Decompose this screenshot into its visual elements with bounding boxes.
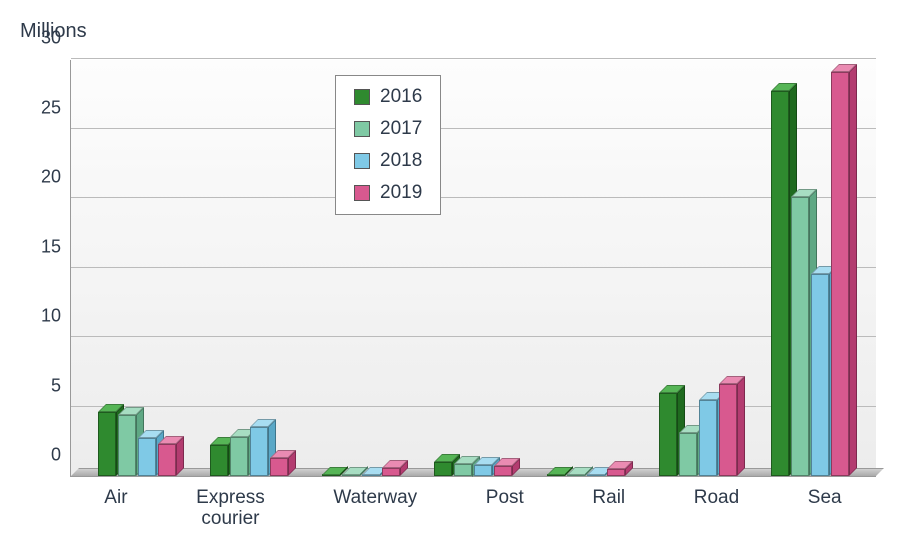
x-tick-label: Air: [104, 482, 127, 537]
bar-group: [659, 384, 737, 476]
bar: [270, 458, 288, 476]
chart: Millions 051015202530 AirExpress courier…: [20, 20, 886, 537]
x-tick-label: Rail: [592, 482, 625, 537]
bar: [434, 462, 452, 476]
bar: [567, 475, 585, 476]
bar: [831, 72, 849, 476]
bar-group: [98, 412, 176, 476]
bar: [811, 274, 829, 476]
legend-label: 2018: [380, 150, 422, 172]
bar: [454, 464, 472, 477]
y-tick-label: 30: [31, 28, 71, 49]
bar: [138, 438, 156, 476]
legend-item: 2016: [354, 86, 422, 108]
y-tick-label: 5: [31, 375, 71, 396]
legend-swatch: [354, 121, 370, 137]
bar: [362, 475, 380, 476]
bar: [382, 468, 400, 476]
y-tick-label: 15: [31, 236, 71, 257]
plot-area: 051015202530: [70, 60, 876, 477]
bar-group: [322, 468, 400, 476]
bar: [494, 466, 512, 476]
legend-label: 2019: [380, 182, 422, 204]
bar: [771, 91, 789, 476]
y-tick-label: 0: [31, 445, 71, 466]
x-tick-label: Road: [694, 482, 739, 537]
legend-item: 2019: [354, 182, 422, 204]
bar: [699, 400, 717, 476]
y-tick-label: 25: [31, 97, 71, 118]
bar: [98, 412, 116, 476]
bar: [659, 393, 677, 476]
bar: [158, 444, 176, 476]
legend-item: 2017: [354, 118, 422, 140]
legend-label: 2017: [380, 118, 422, 140]
x-tick-label: Express courier: [196, 482, 265, 537]
bar: [342, 475, 360, 476]
legend-item: 2018: [354, 150, 422, 172]
legend: 2016 2017 2018 2019: [335, 75, 441, 215]
bar-groups: [71, 60, 876, 476]
legend-label: 2016: [380, 86, 422, 108]
y-tick-label: 10: [31, 306, 71, 327]
bar: [210, 445, 228, 476]
x-tick-label: Sea: [808, 482, 842, 537]
bar-group: [547, 469, 625, 476]
bar-group: [434, 462, 512, 476]
x-axis-labels: Air Express courier Waterway Post Rail Road Se…: [70, 482, 876, 537]
bar: [547, 475, 565, 476]
bar: [250, 427, 268, 476]
legend-swatch: [354, 185, 370, 201]
y-tick-label: 20: [31, 167, 71, 188]
bar: [791, 197, 809, 476]
bar: [230, 437, 248, 476]
bar-group: [210, 427, 288, 476]
gridline: [71, 58, 876, 59]
bar-group: [771, 72, 849, 476]
legend-swatch: [354, 89, 370, 105]
bar: [719, 384, 737, 476]
bar: [322, 475, 340, 476]
legend-swatch: [354, 153, 370, 169]
bar: [587, 475, 605, 476]
bar: [679, 433, 697, 476]
x-tick-label: Waterway: [333, 482, 417, 537]
bar: [474, 465, 492, 476]
x-tick-label: Post: [486, 482, 524, 537]
bar: [118, 415, 136, 476]
bar: [607, 469, 625, 476]
